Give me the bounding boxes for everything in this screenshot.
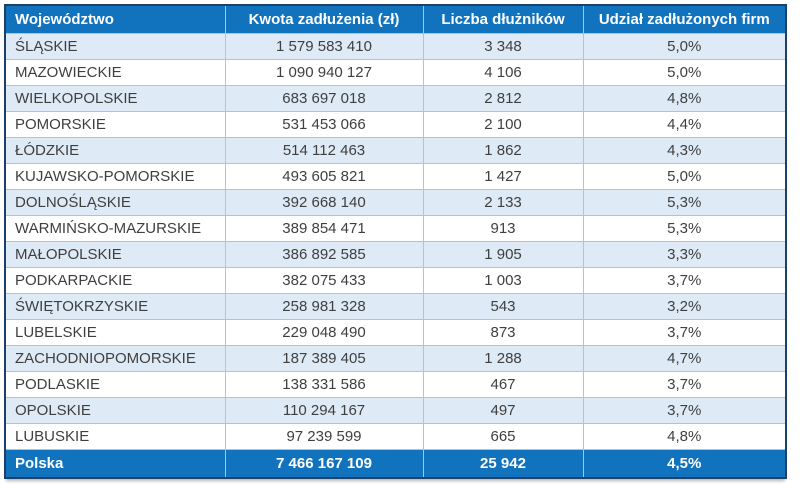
cell-debt-amount: 493 605 821 [224,163,424,190]
table-row: LUBUSKIE 97 239 599 665 4,8% [4,423,787,450]
cell-voivodeship: POMORSKIE [4,111,226,138]
cell-debtor-count: 873 [422,319,584,346]
cell-debt-amount: 531 453 066 [224,111,424,138]
cell-voivodeship: LUBUSKIE [4,423,226,450]
cell-voivodeship: DOLNOŚLĄSKIE [4,189,226,216]
cell-voivodeship: ŁÓDZKIE [4,137,226,164]
cell-debt-amount: 392 668 140 [224,189,424,216]
cell-debtor-count: 1 905 [422,241,584,268]
cell-share-indebted: 3,7% [582,267,787,294]
cell-share-indebted: 3,7% [582,397,787,424]
cell-debt-amount: 683 697 018 [224,85,424,112]
cell-debtor-count: 1 003 [422,267,584,294]
cell-share-indebted: 3,7% [582,319,787,346]
table-row: PODKARPACKIE 382 075 433 1 003 3,7% [4,267,787,294]
cell-share-indebted: 5,3% [582,215,787,242]
cell-voivodeship: WARMIŃSKO-MAZURSKIE [4,215,226,242]
cell-debt-amount: 187 389 405 [224,345,424,372]
footer-country-label: Polska [4,449,226,479]
cell-voivodeship: ŚWIĘTOKRZYSKIE [4,293,226,320]
table-row: ŁÓDZKIE 514 112 463 1 862 4,3% [4,137,787,164]
debtors-by-voivodeship-table: Województwo Kwota zadłużenia (zł) Liczba… [4,4,787,479]
table-row: KUJAWSKO-POMORSKIE 493 605 821 1 427 5,0% [4,163,787,190]
cell-share-indebted: 4,3% [582,137,787,164]
cell-voivodeship: ZACHODNIOPOMORSKIE [4,345,226,372]
cell-debt-amount: 229 048 490 [224,319,424,346]
cell-voivodeship: PODLASKIE [4,371,226,398]
cell-debtor-count: 543 [422,293,584,320]
table-row: WARMIŃSKO-MAZURSKIE 389 854 471 913 5,3% [4,215,787,242]
table-row: ŚLĄSKIE 1 579 583 410 3 348 5,0% [4,33,787,60]
header-row: Województwo Kwota zadłużenia (zł) Liczba… [4,4,787,34]
cell-debtor-count: 665 [422,423,584,450]
cell-share-indebted: 4,7% [582,345,787,372]
footer-share-indebted-total: 4,5% [582,449,787,479]
table-row: MAZOWIECKIE 1 090 940 127 4 106 5,0% [4,59,787,86]
cell-debtor-count: 1 427 [422,163,584,190]
cell-share-indebted: 4,8% [582,85,787,112]
cell-voivodeship: WIELKOPOLSKIE [4,85,226,112]
cell-debtor-count: 497 [422,397,584,424]
table-row: WIELKOPOLSKIE 683 697 018 2 812 4,8% [4,85,787,112]
cell-voivodeship: KUJAWSKO-POMORSKIE [4,163,226,190]
table-row: PODLASKIE 138 331 586 467 3,7% [4,371,787,398]
table-row: DOLNOŚLĄSKIE 392 668 140 2 133 5,3% [4,189,787,216]
table-header: Województwo Kwota zadłużenia (zł) Liczba… [4,4,787,34]
cell-share-indebted: 3,2% [582,293,787,320]
table-row: OPOLSKIE 110 294 167 497 3,7% [4,397,787,424]
table-row: ZACHODNIOPOMORSKIE 187 389 405 1 288 4,7% [4,345,787,372]
cell-voivodeship: MAZOWIECKIE [4,59,226,86]
table-footer: Polska 7 466 167 109 25 942 4,5% [4,449,787,479]
cell-debtor-count: 1 288 [422,345,584,372]
cell-voivodeship: ŚLĄSKIE [4,33,226,60]
cell-debt-amount: 110 294 167 [224,397,424,424]
table-row: LUBELSKIE 229 048 490 873 3,7% [4,319,787,346]
cell-share-indebted: 5,3% [582,189,787,216]
column-header-debtor-count: Liczba dłużników [422,4,584,34]
cell-debtor-count: 2 133 [422,189,584,216]
footer-debt-amount-total: 7 466 167 109 [224,449,424,479]
cell-debtor-count: 4 106 [422,59,584,86]
cell-share-indebted: 5,0% [582,59,787,86]
table-body: ŚLĄSKIE 1 579 583 410 3 348 5,0% MAZOWIECKIE… [4,33,787,450]
cell-voivodeship: LUBELSKIE [4,319,226,346]
table-row: ŚWIĘTOKRZYSKIE 258 981 328 543 3,2% [4,293,787,320]
cell-share-indebted: 3,7% [582,371,787,398]
cell-debtor-count: 913 [422,215,584,242]
column-header-share-indebted: Udział zadłużonych firm [582,4,787,34]
table-row: POMORSKIE 531 453 066 2 100 4,4% [4,111,787,138]
cell-debt-amount: 97 239 599 [224,423,424,450]
cell-voivodeship: MAŁOPOLSKIE [4,241,226,268]
cell-debt-amount: 386 892 585 [224,241,424,268]
cell-debt-amount: 1 579 583 410 [224,33,424,60]
cell-debt-amount: 514 112 463 [224,137,424,164]
cell-debtor-count: 3 348 [422,33,584,60]
column-header-voivodeship: Województwo [4,4,226,34]
cell-share-indebted: 3,3% [582,241,787,268]
cell-debt-amount: 258 981 328 [224,293,424,320]
cell-share-indebted: 4,8% [582,423,787,450]
cell-debtor-count: 2 100 [422,111,584,138]
cell-share-indebted: 5,0% [582,33,787,60]
cell-debtor-count: 2 812 [422,85,584,112]
cell-voivodeship: PODKARPACKIE [4,267,226,294]
footer-debtor-count-total: 25 942 [422,449,584,479]
table-row: MAŁOPOLSKIE 386 892 585 1 905 3,3% [4,241,787,268]
cell-debt-amount: 382 075 433 [224,267,424,294]
cell-debtor-count: 1 862 [422,137,584,164]
cell-share-indebted: 5,0% [582,163,787,190]
cell-debt-amount: 138 331 586 [224,371,424,398]
cell-voivodeship: OPOLSKIE [4,397,226,424]
cell-share-indebted: 4,4% [582,111,787,138]
cell-debtor-count: 467 [422,371,584,398]
cell-debt-amount: 389 854 471 [224,215,424,242]
cell-debt-amount: 1 090 940 127 [224,59,424,86]
footer-row-total: Polska 7 466 167 109 25 942 4,5% [4,449,787,479]
column-header-debt-amount: Kwota zadłużenia (zł) [224,4,424,34]
